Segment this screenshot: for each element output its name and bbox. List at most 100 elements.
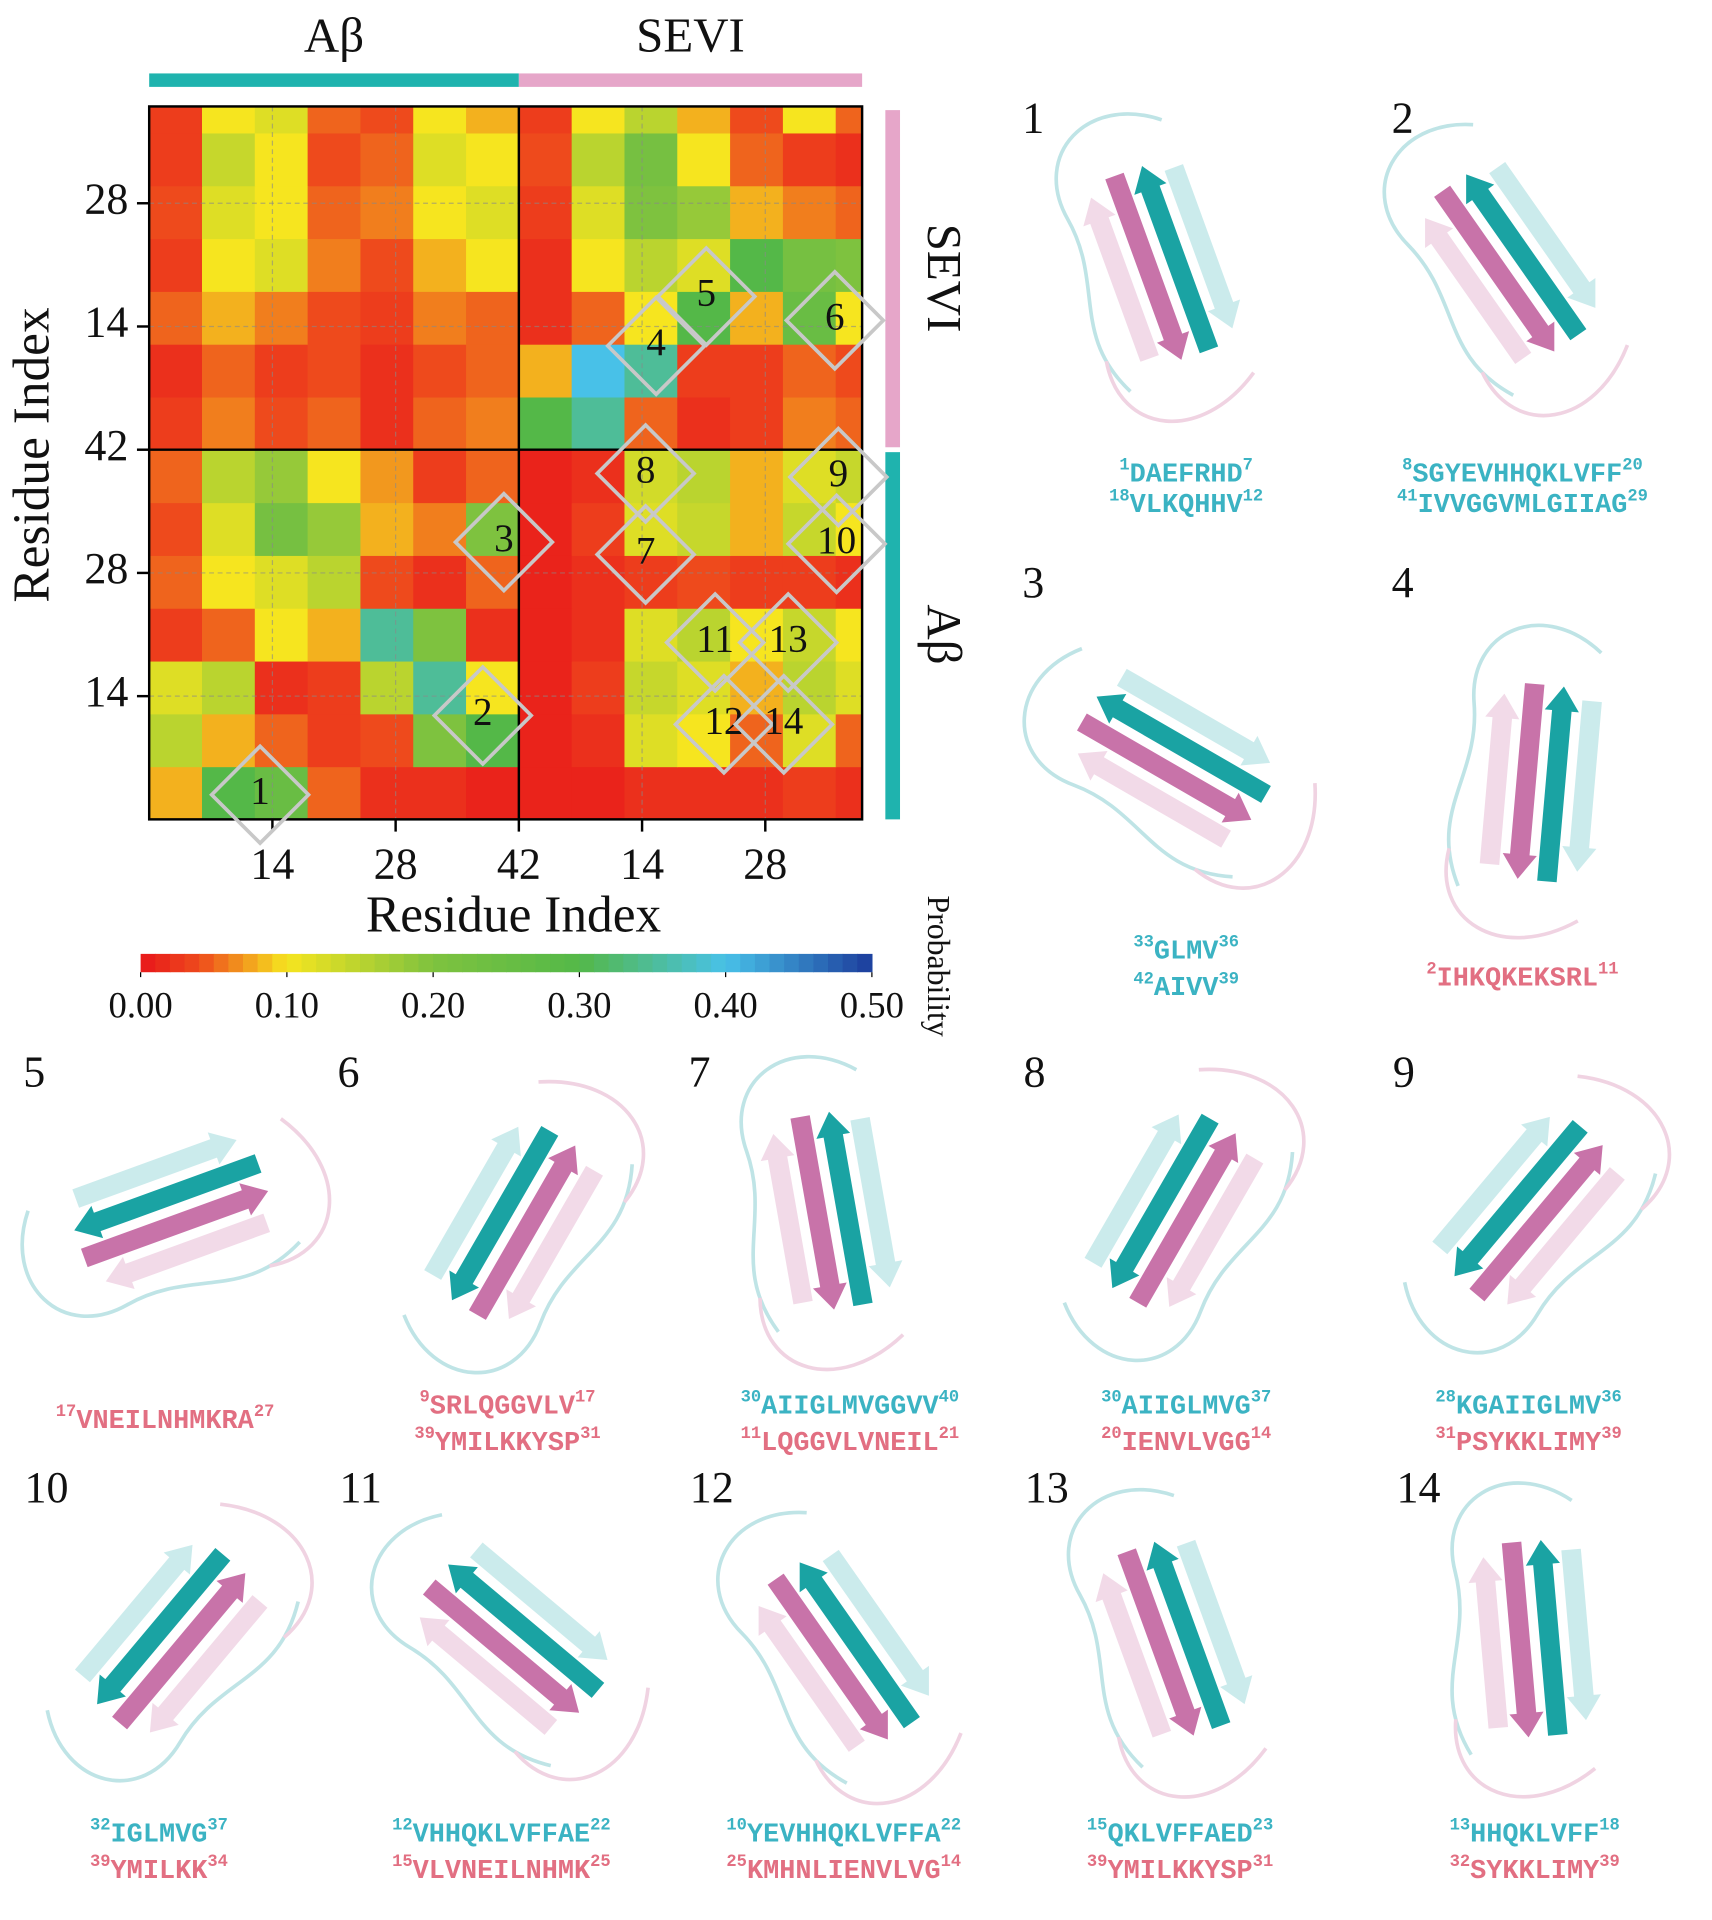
heatmap-cell <box>360 238 414 292</box>
heatmap-cell <box>307 291 362 345</box>
colorbar-segment <box>257 953 273 973</box>
residue-end: 22 <box>941 1816 962 1835</box>
sequence: 39YMILKKYSP31 <box>414 1425 600 1459</box>
heatmap-cell <box>201 132 256 187</box>
beta-strand <box>448 1564 605 1698</box>
sequence-text: AIIGLMVG <box>1122 1392 1251 1422</box>
colorbar-segment <box>681 953 698 973</box>
heatmap-cell <box>730 396 784 451</box>
heatmap-cell <box>677 291 731 345</box>
beta-strand <box>470 1542 608 1660</box>
heatmap-cell <box>254 713 309 768</box>
sequence: 12VHHQKLVFFAE22 <box>392 1816 611 1850</box>
heatmap-cell <box>518 766 573 820</box>
residue-start: 9 <box>419 1388 429 1407</box>
colorbar-segment <box>389 953 405 973</box>
heatmap-cell <box>571 660 626 715</box>
sequence: 32IGLMVG37 <box>90 1816 228 1850</box>
residue-start: 25 <box>726 1853 747 1872</box>
colorbar-segment <box>316 953 332 973</box>
heatmap-cell <box>201 344 256 398</box>
heatmap-cell <box>518 132 573 187</box>
heatmap-cell <box>307 132 362 187</box>
heatmap-cell <box>254 660 309 715</box>
colorbar-segment <box>155 953 171 973</box>
sequence-text: KGAIIGLMV <box>1456 1392 1602 1422</box>
heatmap-cell <box>201 449 256 504</box>
colorbar-segment <box>447 953 463 973</box>
structure <box>1444 623 1603 940</box>
beta-strand <box>1077 750 1231 848</box>
loop <box>1066 1488 1175 1769</box>
annotation-label: 10 <box>817 519 856 562</box>
beta-strand <box>1469 1145 1603 1302</box>
colorbar-tick-label: 0.40 <box>694 984 758 1025</box>
heatmap-cell <box>571 766 626 820</box>
annotation-box <box>664 591 767 694</box>
sequence-text: PSYKKLIMY <box>1456 1429 1602 1459</box>
x-tick-label: 28 <box>743 839 787 888</box>
beta-strand <box>1466 174 1587 341</box>
colorbar-segment <box>506 953 522 973</box>
group-label: Aβ <box>304 8 364 63</box>
colorbar-segment <box>169 953 186 973</box>
colorbar-segment <box>535 953 551 973</box>
heatmap-cell <box>466 238 520 292</box>
beta-strand <box>149 1595 268 1733</box>
group-bar <box>885 452 901 820</box>
heatmap-cell <box>624 396 678 451</box>
beta-strand <box>1129 1133 1239 1308</box>
colorbar-segment <box>228 953 244 973</box>
colorbar-segment <box>345 953 361 973</box>
sequence: 28KGAIIGLMV36 <box>1435 1388 1621 1422</box>
plot-frame <box>147 105 864 821</box>
colorbar-segment <box>243 953 259 973</box>
heatmap-cell <box>782 185 837 240</box>
sequence-text: KMHNLIENVLVG <box>747 1857 941 1887</box>
loop <box>1382 122 1515 397</box>
heatmap-cell <box>254 608 309 662</box>
heatmap-cell <box>730 185 784 240</box>
beta-strand <box>105 1213 271 1290</box>
sequence: 17VNEILNHMKRA27 <box>56 1403 275 1437</box>
group-bar <box>885 110 901 448</box>
residue-end: 11 <box>1598 960 1619 979</box>
annotation-label: 13 <box>769 617 808 660</box>
heatmap-cell <box>466 185 520 240</box>
colorbar-segment <box>374 953 390 973</box>
loop <box>1480 344 1630 418</box>
colorbar-segment <box>725 953 741 973</box>
annotation-label: 9 <box>829 452 849 495</box>
heatmap-cell <box>201 608 256 662</box>
annotation-box <box>783 269 886 372</box>
heatmap-cell <box>835 106 863 134</box>
beta-strand <box>422 1579 580 1713</box>
residue-start: 42 <box>1133 970 1154 989</box>
heatmap-cell <box>677 713 731 768</box>
sequence: 30AIIGLMVG37 <box>1101 1388 1271 1422</box>
beta-strand <box>468 1145 578 1320</box>
colorbar-tick-label: 0.20 <box>401 984 465 1025</box>
colorbar-segment <box>754 953 771 973</box>
sequence-text: LQGGVLVNEIL <box>761 1429 939 1459</box>
residue-end: 40 <box>939 1388 960 1407</box>
beta-strand <box>1454 1120 1588 1277</box>
beta-strand <box>790 1115 847 1310</box>
colorbar-segment <box>696 953 712 973</box>
sequence-text: SRLQGGVLV <box>430 1392 576 1422</box>
colorbar-segment <box>652 953 668 973</box>
heatmap-cell <box>413 291 467 345</box>
sequence: 33GLMV36 <box>1133 933 1239 967</box>
structure <box>1382 122 1630 418</box>
heatmap-cell <box>201 555 256 609</box>
residue-end: 37 <box>1251 1388 1272 1407</box>
loop <box>1022 646 1233 879</box>
annotation-box <box>594 422 697 525</box>
beta-strand <box>760 1134 813 1305</box>
heatmap-cell <box>730 106 784 134</box>
residue-end: 18 <box>1599 1816 1620 1835</box>
colorbar-segment <box>272 953 288 973</box>
heatmap-cell <box>571 608 626 662</box>
loop <box>1054 112 1163 393</box>
